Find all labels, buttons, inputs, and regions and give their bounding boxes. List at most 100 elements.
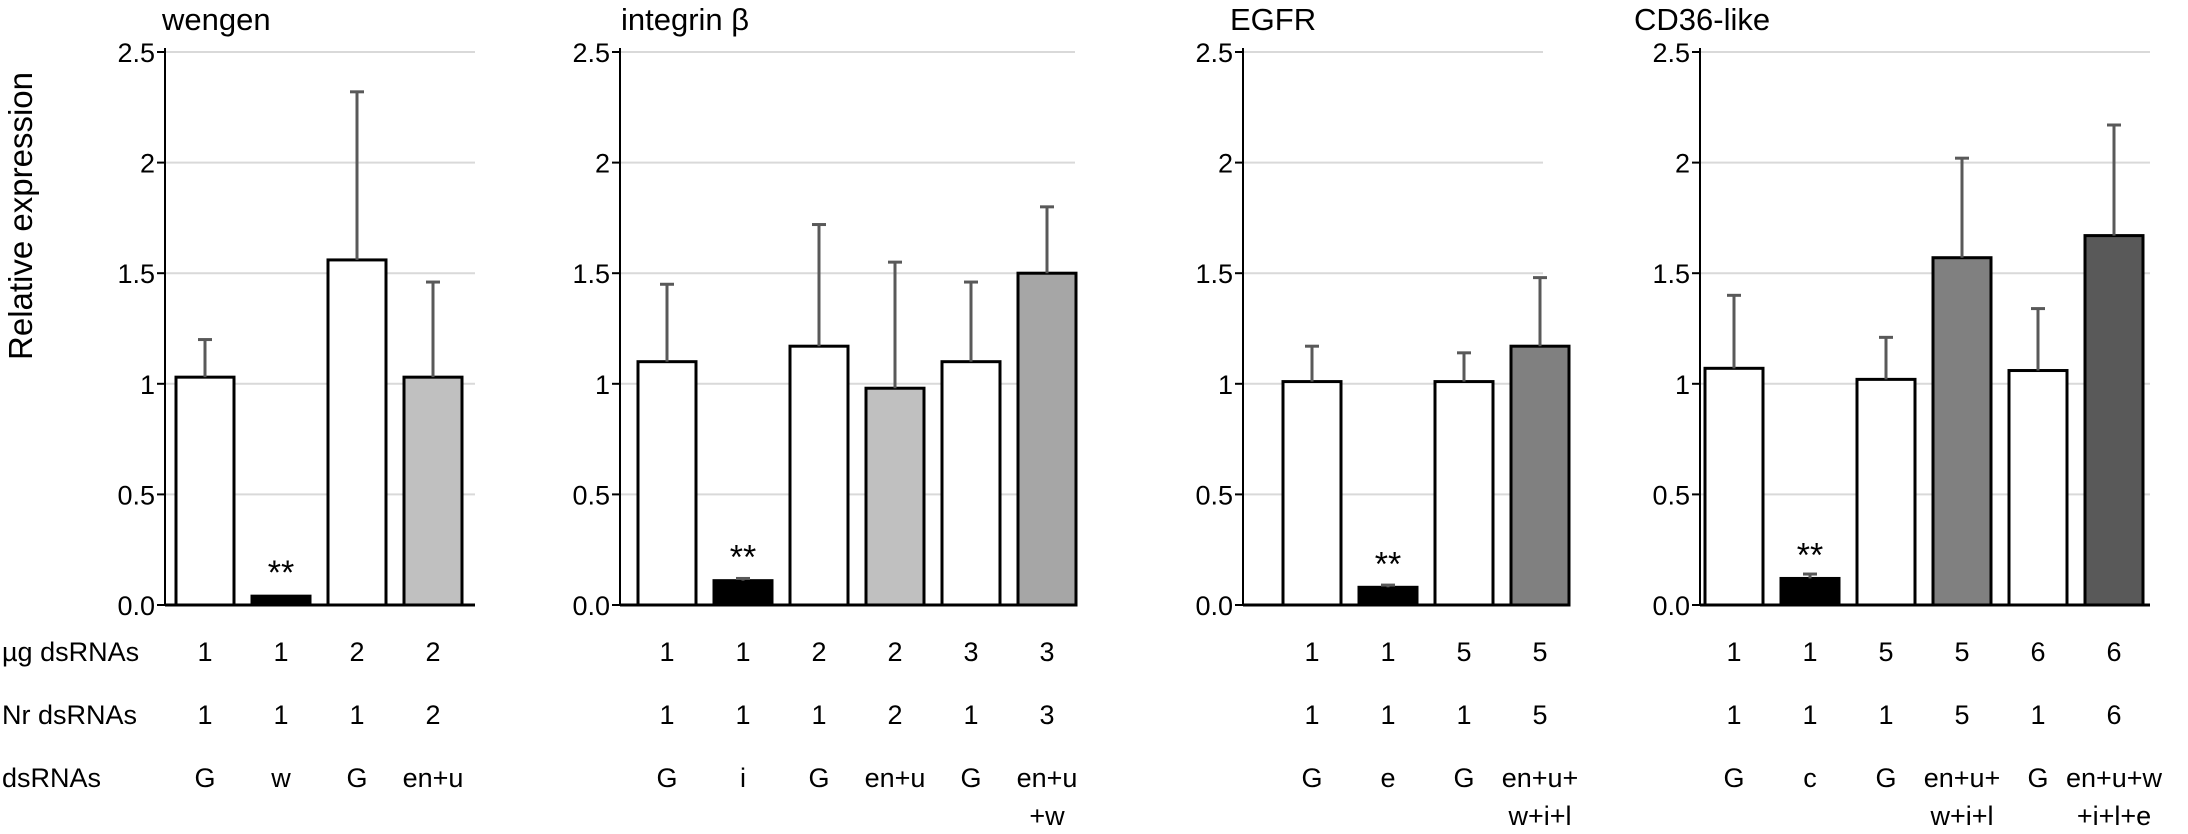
bar bbox=[326, 258, 388, 607]
bar bbox=[1931, 256, 1993, 607]
y-tick-label: 1 bbox=[595, 370, 610, 400]
ug-dsrnas-value: 1 bbox=[735, 637, 750, 667]
nr-dsrnas-value: 1 bbox=[735, 700, 750, 730]
ug-dsrnas-value: 1 bbox=[1380, 637, 1395, 667]
bar bbox=[864, 386, 926, 607]
dsrnas-label: i bbox=[740, 763, 746, 793]
bar bbox=[1357, 585, 1419, 607]
nr-dsrnas-value: 1 bbox=[2030, 700, 2045, 730]
nr-dsrnas-value: 1 bbox=[1380, 700, 1395, 730]
ug-dsrnas-value: 6 bbox=[2106, 637, 2121, 667]
dsrnas-label: en+u+ bbox=[1924, 763, 2001, 793]
ug-dsrnas-value: 1 bbox=[1304, 637, 1319, 667]
y-tick-label: 2 bbox=[1675, 149, 1690, 179]
ug-dsrnas-value: 3 bbox=[963, 637, 978, 667]
ug-dsrnas-value: 1 bbox=[197, 637, 212, 667]
y-tick-label: 2 bbox=[1218, 149, 1233, 179]
chart-title: wengen bbox=[161, 2, 271, 37]
ug-dsrnas-value: 2 bbox=[811, 637, 826, 667]
ug-dsrnas-value: 2 bbox=[425, 637, 440, 667]
y-tick-label: 2 bbox=[595, 149, 610, 179]
bar bbox=[1855, 377, 1917, 607]
ug-dsrnas-value: 2 bbox=[887, 637, 902, 667]
ug-dsrnas-value: 5 bbox=[1456, 637, 1471, 667]
y-tick-label: 2.5 bbox=[1652, 38, 1690, 68]
nr-dsrnas-value: 5 bbox=[1954, 700, 1969, 730]
y-tick-label: 0.0 bbox=[572, 591, 610, 621]
dsrnas-label: G bbox=[808, 763, 829, 793]
row-label-ug-dsrnas: µg dsRNAs bbox=[2, 637, 139, 667]
nr-dsrnas-value: 1 bbox=[197, 700, 212, 730]
ug-dsrnas-value: 5 bbox=[1532, 637, 1547, 667]
y-tick-label: 1.5 bbox=[1195, 259, 1233, 289]
ug-dsrnas-value: 5 bbox=[1878, 637, 1893, 667]
bar bbox=[174, 375, 236, 607]
chart-title: integrin β bbox=[621, 2, 749, 37]
bar bbox=[940, 360, 1002, 607]
bar bbox=[788, 344, 850, 607]
y-tick-label: 1.5 bbox=[572, 259, 610, 289]
nr-dsrnas-value: 1 bbox=[1304, 700, 1319, 730]
y-tick-label: 0.5 bbox=[572, 480, 610, 510]
dsrnas-label: w+i+l bbox=[1507, 801, 1571, 831]
bar bbox=[2083, 234, 2145, 607]
bar bbox=[712, 579, 774, 607]
y-tick-label: 0.5 bbox=[117, 480, 155, 510]
nr-dsrnas-value: 5 bbox=[1532, 700, 1547, 730]
nr-dsrnas-value: 1 bbox=[1802, 700, 1817, 730]
bar bbox=[1281, 380, 1343, 607]
dsrnas-label: G bbox=[1301, 763, 1322, 793]
y-tick-label: 0.0 bbox=[1195, 591, 1233, 621]
y-tick-label: 0.0 bbox=[1652, 591, 1690, 621]
ug-dsrnas-value: 5 bbox=[1954, 637, 1969, 667]
chart-panel-3: EGFR 0.0 0.5 1 1.5 2 2.5 ** 1 1 G 1 1 e 5 1 G 5 5 en+u+ w+i+… bbox=[1195, 2, 1578, 831]
chart-title: CD36-like bbox=[1634, 2, 1770, 37]
y-axis-label: Relative expression bbox=[2, 72, 39, 360]
dsrnas-label: en+u+ bbox=[1502, 763, 1579, 793]
nr-dsrnas-value: 1 bbox=[963, 700, 978, 730]
bar bbox=[636, 360, 698, 607]
significance-marker: ** bbox=[1797, 536, 1823, 574]
dsrnas-label: G bbox=[2027, 763, 2048, 793]
y-tick-label: 1.5 bbox=[1652, 259, 1690, 289]
bar bbox=[2007, 369, 2069, 607]
nr-dsrnas-value: 1 bbox=[659, 700, 674, 730]
significance-marker: ** bbox=[730, 539, 756, 577]
dsrnas-label: G bbox=[346, 763, 367, 793]
significance-marker: ** bbox=[268, 554, 294, 592]
dsrnas-label: c bbox=[1803, 763, 1817, 793]
dsrnas-label: G bbox=[656, 763, 677, 793]
chart-panel-2: integrin β 0.0 0.5 1 1.5 2 2.5 ** 1 1 G 1 1 i 2 1 G 2 2 en+… bbox=[572, 2, 1078, 831]
dsrnas-label: +i+l+e bbox=[2077, 801, 2151, 831]
y-tick-label: 2.5 bbox=[117, 38, 155, 68]
nr-dsrnas-value: 1 bbox=[273, 700, 288, 730]
dsrnas-label: e bbox=[1380, 763, 1395, 793]
nr-dsrnas-value: 1 bbox=[1726, 700, 1741, 730]
dsrnas-label: G bbox=[194, 763, 215, 793]
chart-panels: wengen0.00.511.522.5**11G11w21G22en+uint… bbox=[117, 2, 2162, 831]
nr-dsrnas-value: 3 bbox=[1039, 700, 1054, 730]
ug-dsrnas-value: 1 bbox=[273, 637, 288, 667]
y-tick-label: 1 bbox=[140, 370, 155, 400]
bar bbox=[1509, 344, 1571, 607]
y-tick-label: 2 bbox=[140, 149, 155, 179]
chart-panel-4: CD36-like 0.0 0.5 1 1.5 2 2.5 ** 1 1 G 1 1 c 5 1 G 5 5 en+u… bbox=[1634, 2, 2163, 831]
ug-dsrnas-value: 1 bbox=[659, 637, 674, 667]
dsrnas-label: en+u+w bbox=[2066, 763, 2163, 793]
y-tick-label: 0.0 bbox=[117, 591, 155, 621]
nr-dsrnas-value: 2 bbox=[887, 700, 902, 730]
dsrnas-label: w+i+l bbox=[1929, 801, 1993, 831]
row-label-nr-dsrnas: Nr dsRNAs bbox=[2, 700, 137, 730]
y-tick-label: 1 bbox=[1675, 370, 1690, 400]
dsrnas-label: +w bbox=[1029, 801, 1065, 831]
nr-dsrnas-value: 1 bbox=[1878, 700, 1893, 730]
y-tick-label: 2.5 bbox=[572, 38, 610, 68]
dsrnas-label: w bbox=[270, 763, 291, 793]
ug-dsrnas-value: 1 bbox=[1802, 637, 1817, 667]
dsrnas-label: en+u bbox=[1017, 763, 1078, 793]
dsrnas-label: G bbox=[1453, 763, 1474, 793]
ug-dsrnas-value: 1 bbox=[1726, 637, 1741, 667]
nr-dsrnas-value: 2 bbox=[425, 700, 440, 730]
bar bbox=[1433, 380, 1495, 607]
